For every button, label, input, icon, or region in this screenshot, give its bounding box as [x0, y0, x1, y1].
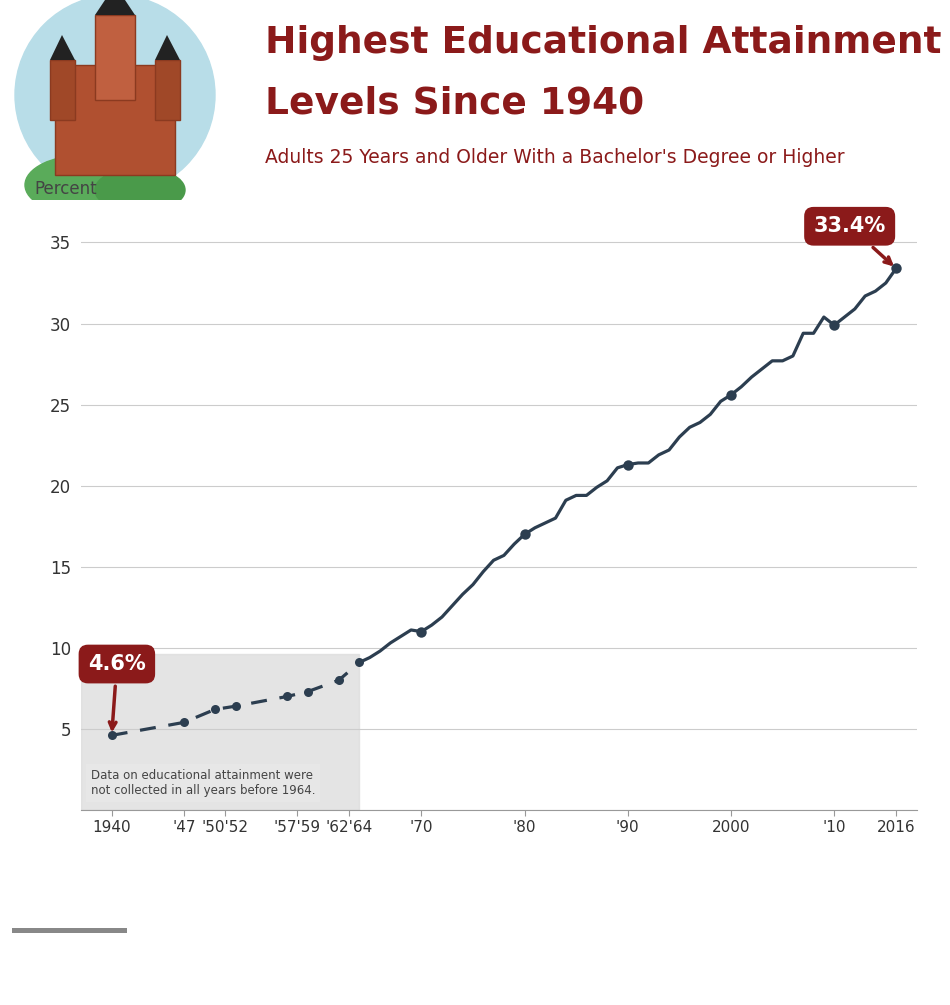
- Bar: [55, 65, 175, 175]
- Bar: [155, 60, 180, 120]
- Text: Census: Census: [12, 870, 168, 908]
- Polygon shape: [155, 35, 180, 60]
- Text: census.gov: census.gov: [164, 929, 265, 944]
- Text: Highest Educational Attainment: Highest Educational Attainment: [265, 25, 941, 61]
- Text: Source:  1940-2010 Censuses and: Source: 1940-2010 Censuses and: [724, 850, 938, 863]
- Text: Bureau: Bureau: [12, 937, 57, 950]
- Text: www.census.gov/prod/www/decennial.html: www.census.gov/prod/www/decennial.html: [684, 923, 938, 936]
- Text: Levels Since 1940: Levels Since 1940: [265, 85, 644, 121]
- Text: Economics and Statistics Administration: Economics and Statistics Administration: [164, 880, 431, 893]
- Text: U.S. Department of Commerce: U.S. Department of Commerce: [164, 850, 440, 865]
- Bar: [150, 840, 152, 985]
- Text: U.S. CENSUS BUREAU: U.S. CENSUS BUREAU: [164, 904, 300, 918]
- Text: United States™: United States™: [18, 850, 109, 863]
- Polygon shape: [95, 0, 135, 15]
- Ellipse shape: [25, 155, 145, 215]
- Bar: [50, 60, 75, 120]
- Text: 33.4%: 33.4%: [813, 216, 891, 264]
- Text: www.census.gov/programs-surveys/cps.html: www.census.gov/programs-surveys/cps.html: [674, 900, 938, 913]
- Bar: [95, 15, 135, 101]
- Ellipse shape: [95, 168, 185, 212]
- Text: 4.6%: 4.6%: [88, 654, 145, 729]
- Polygon shape: [50, 35, 75, 60]
- Text: Adults 25 Years and Older With a Bachelor's Degree or Higher: Adults 25 Years and Older With a Bachelo…: [265, 148, 845, 167]
- Text: Percent: Percent: [35, 180, 98, 198]
- Bar: [12, 928, 127, 933]
- Text: Current Population Survey: Current Population Survey: [774, 875, 938, 888]
- Text: Data on educational attainment were
not collected in all years before 1964.: Data on educational attainment were not …: [91, 769, 315, 797]
- Circle shape: [15, 0, 215, 195]
